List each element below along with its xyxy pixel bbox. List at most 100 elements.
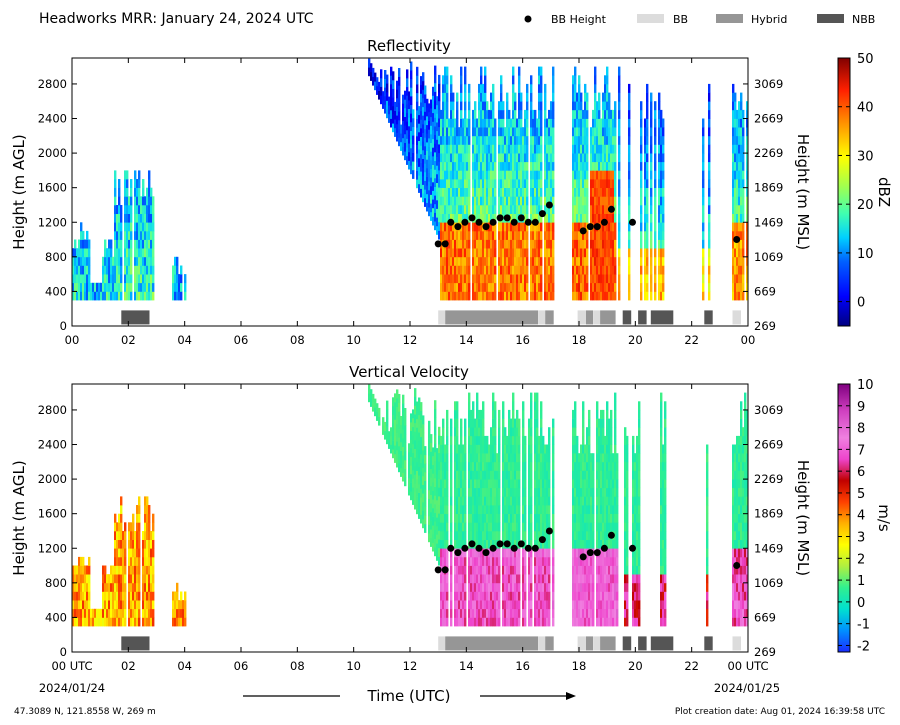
field-cell	[474, 127, 477, 137]
field-cell	[502, 230, 505, 240]
field-cell	[440, 617, 443, 627]
field-cell	[102, 591, 105, 601]
field-cell	[128, 582, 131, 592]
field-cell	[430, 185, 433, 195]
field-cell	[742, 187, 745, 197]
field-cell	[574, 418, 577, 428]
field-cell	[490, 248, 493, 258]
field-cell	[480, 222, 483, 232]
field-cell	[514, 513, 517, 523]
field-cell	[538, 161, 541, 171]
field-cell	[522, 265, 525, 275]
field-cell	[424, 472, 427, 481]
field-cell	[646, 230, 649, 240]
field-cell	[476, 531, 479, 540]
field-cell	[114, 600, 117, 610]
x-tick-label: 02	[121, 333, 136, 347]
field-cell	[482, 487, 485, 497]
field-cell	[436, 182, 439, 192]
bb-type-bar-bb	[593, 310, 601, 325]
field-cell	[458, 565, 461, 575]
field-cell	[550, 222, 553, 232]
field-cell	[498, 196, 501, 206]
field-cell	[518, 565, 521, 575]
field-cell	[416, 101, 419, 111]
field-cell	[422, 450, 425, 459]
field-cell	[488, 608, 491, 618]
field-cell	[440, 179, 443, 188]
field-cell	[600, 256, 603, 266]
field-cell	[540, 127, 543, 137]
field-cell	[434, 460, 437, 470]
field-cell	[514, 522, 517, 532]
field-cell	[452, 274, 455, 284]
field-cell	[604, 265, 607, 275]
field-cell	[502, 513, 505, 523]
field-cell	[506, 256, 509, 266]
field-cell	[430, 211, 433, 221]
field-cell	[516, 170, 519, 180]
field-cell	[578, 83, 581, 93]
field-cell	[510, 179, 513, 188]
field-cell	[440, 453, 443, 463]
field-cell	[572, 213, 575, 223]
field-cell	[152, 248, 155, 258]
field-cell	[444, 248, 447, 258]
field-cell	[614, 170, 617, 180]
field-cell	[660, 127, 663, 137]
field-cell	[436, 96, 439, 106]
field-cell	[96, 291, 99, 301]
field-cell	[584, 256, 587, 266]
field-cell	[572, 539, 575, 549]
field-cell	[490, 170, 493, 180]
field-cell	[474, 118, 477, 128]
field-cell	[520, 187, 523, 197]
field-cell	[516, 461, 519, 471]
field-cell	[506, 101, 509, 111]
field-cell	[478, 161, 481, 171]
field-cell	[572, 179, 575, 188]
field-cell	[662, 135, 665, 145]
field-cell	[458, 461, 461, 471]
field-cell	[476, 153, 479, 163]
field-cell	[518, 83, 521, 93]
field-cell	[512, 144, 515, 154]
field-cell	[492, 617, 495, 627]
field-cell	[444, 444, 447, 454]
field-cell	[584, 109, 587, 119]
field-cell	[450, 83, 453, 93]
field-cell	[544, 291, 547, 301]
field-cell	[416, 470, 419, 480]
field-cell	[650, 291, 653, 301]
field-cell	[404, 451, 407, 461]
field-cell	[152, 574, 155, 584]
field-cell	[582, 531, 585, 540]
field-cell	[452, 222, 455, 232]
field-cell	[606, 248, 609, 258]
field-cell	[434, 417, 437, 427]
field-cell	[548, 170, 551, 180]
field-cell	[614, 135, 617, 145]
field-cell	[524, 109, 527, 119]
reflectivity-ylabel: Height (m AGL)	[10, 134, 28, 249]
field-cell	[406, 138, 409, 148]
field-cell	[492, 274, 495, 284]
right-y-tick-label: 669	[754, 284, 776, 298]
field-cell	[464, 291, 467, 301]
field-cell	[370, 389, 373, 399]
field-cell	[646, 239, 649, 249]
field-cell	[84, 600, 87, 610]
field-cell	[574, 582, 577, 592]
field-cell	[572, 531, 575, 540]
field-cell	[484, 109, 487, 119]
field-cell	[462, 505, 465, 514]
field-cell	[464, 600, 467, 610]
field-cell	[144, 265, 147, 275]
bb-height-point	[489, 218, 497, 226]
field-cell	[600, 213, 603, 223]
field-cell	[618, 205, 621, 214]
field-cell	[746, 109, 748, 119]
field-cell	[742, 179, 745, 188]
field-cell	[732, 196, 735, 206]
field-cell	[474, 591, 477, 601]
